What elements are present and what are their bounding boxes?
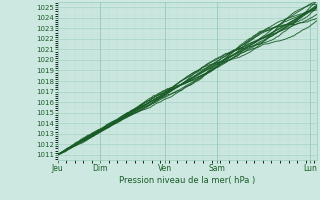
X-axis label: Pression niveau de la mer( hPa ): Pression niveau de la mer( hPa ) (119, 176, 255, 185)
